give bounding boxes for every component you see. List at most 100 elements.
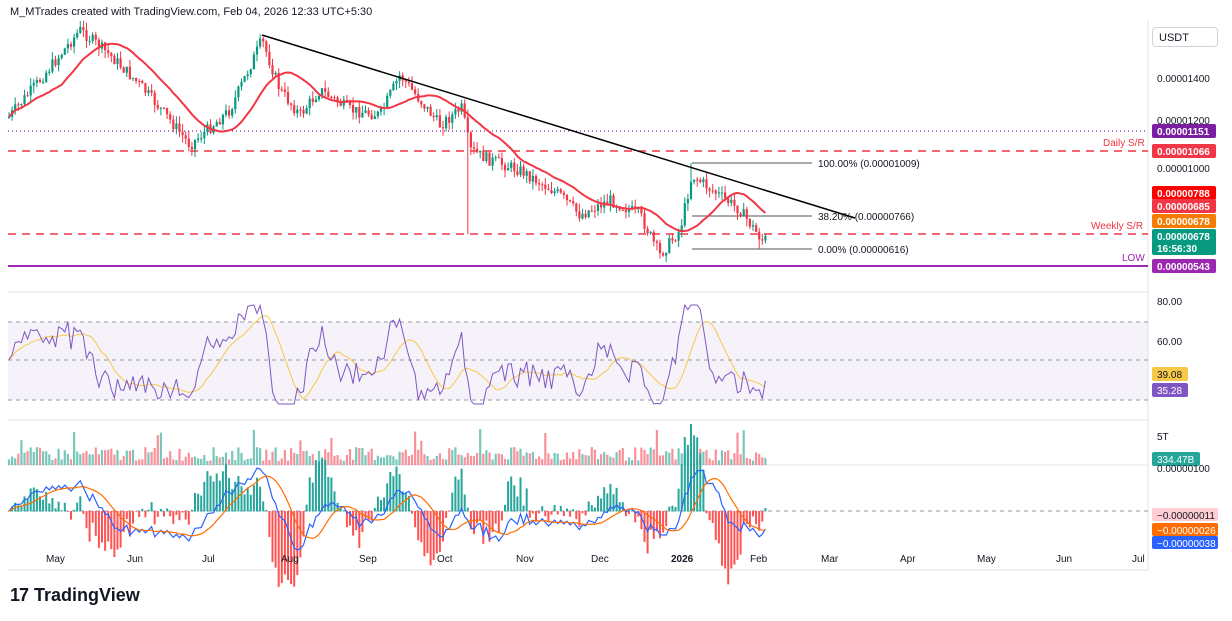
macd-histogram-bar (113, 511, 116, 558)
volume-bar (327, 452, 330, 465)
macd-histogram-bar (265, 510, 268, 512)
volume-bar (348, 448, 352, 465)
currency-selector[interactable]: USDT (1152, 27, 1218, 47)
price-badge-label: 0.00001066 (1157, 147, 1210, 158)
macd-histogram-bar (485, 511, 488, 521)
volume-bar (596, 458, 600, 465)
volume-bar (246, 458, 249, 465)
candle-body (448, 117, 451, 123)
candle-body (587, 210, 590, 218)
price-tick-label: 0.00001400 (1157, 74, 1210, 85)
volume-bar (290, 448, 293, 465)
candle-body (454, 109, 457, 115)
candle-body (107, 50, 110, 53)
candle-body (159, 107, 162, 109)
macd-histogram-bar (194, 493, 196, 512)
macd-histogram-bar (392, 476, 395, 512)
candle-body (665, 252, 668, 256)
candle-body (733, 199, 736, 206)
volume-bar (255, 447, 259, 465)
candle-body (606, 201, 609, 204)
candle-body (414, 89, 417, 94)
candle-body (348, 101, 352, 106)
candle-body (745, 209, 748, 219)
volume-bar (20, 440, 23, 465)
volume-bar (624, 460, 627, 465)
candle-body (116, 58, 119, 65)
price-badge-label: 0.00000678 (1157, 217, 1210, 228)
macd-histogram-bar (553, 504, 556, 512)
candle-body (575, 203, 578, 212)
volume-bar (215, 455, 218, 465)
candle-body (541, 184, 544, 186)
tradingview-brand[interactable]: 17 TradingView (10, 585, 140, 606)
candle-body (500, 158, 503, 165)
macd-badge-label: −0.00000038 (1157, 539, 1216, 550)
candle-body (48, 71, 51, 73)
daily-sr-label: Daily S/R (1103, 138, 1145, 149)
macd-histogram-bar (116, 511, 119, 550)
volume-bar (469, 455, 472, 465)
macd-histogram-bar (597, 495, 599, 512)
candle-body (565, 194, 569, 201)
volume-bar (674, 459, 677, 465)
candle-body (324, 88, 327, 92)
macd-histogram-bar (156, 511, 159, 517)
candle-body (321, 88, 324, 96)
macd-histogram-bar (525, 488, 528, 512)
candle-body (751, 225, 755, 227)
candle-body (45, 72, 48, 82)
volume-bar (100, 449, 104, 465)
macd-histogram-bar (699, 453, 702, 512)
volume-bar (500, 454, 503, 465)
candle-body (742, 209, 745, 217)
candle-body (525, 171, 528, 176)
macd-histogram-bar (352, 511, 355, 536)
candle-body (364, 110, 367, 113)
candle-body (429, 106, 432, 116)
volume-bar (17, 453, 20, 465)
volume-bar (503, 458, 507, 465)
candle-body (472, 147, 476, 149)
volume-bar (612, 457, 615, 465)
macd-histogram-bar (345, 511, 348, 528)
candle-body (466, 117, 469, 133)
candle-body (184, 135, 187, 139)
volume-bar (559, 460, 562, 465)
volume-bar (252, 429, 255, 465)
candle-body (85, 30, 88, 42)
volume-bar (370, 448, 373, 465)
volume-bar (438, 453, 441, 465)
volume-bar (82, 452, 85, 465)
macd-histogram-bar (445, 511, 448, 518)
macd-histogram-bar (550, 511, 553, 515)
candle-body (643, 213, 646, 229)
macd-histogram-bar (76, 502, 79, 512)
macd-histogram-bar (544, 511, 547, 517)
macd-histogram-bar (314, 460, 317, 512)
volume-bar (665, 451, 668, 465)
macd-histogram-bar (451, 492, 454, 512)
candle-body (547, 188, 550, 190)
candle-body (240, 81, 243, 87)
macd-histogram-bar (259, 486, 262, 512)
price-badge (1152, 186, 1216, 200)
volume-bar (600, 454, 603, 465)
macd-histogram-bar (686, 444, 689, 512)
macd-histogram-bar (420, 511, 423, 543)
macd-histogram-bar (386, 483, 389, 512)
volume-bar (621, 448, 624, 465)
volume-bar (497, 453, 500, 465)
volume-bar (522, 455, 525, 465)
candle-body (559, 189, 562, 193)
macd-histogram-bar (507, 481, 510, 512)
volume-bar (35, 447, 38, 465)
volume-bar (593, 449, 596, 465)
volume-bar (280, 458, 283, 465)
candle-body (671, 238, 674, 241)
macd-histogram-bar (166, 508, 169, 512)
macd-histogram-bar (125, 511, 128, 520)
volume-bar (69, 459, 73, 465)
macd-histogram-bar (79, 496, 82, 512)
